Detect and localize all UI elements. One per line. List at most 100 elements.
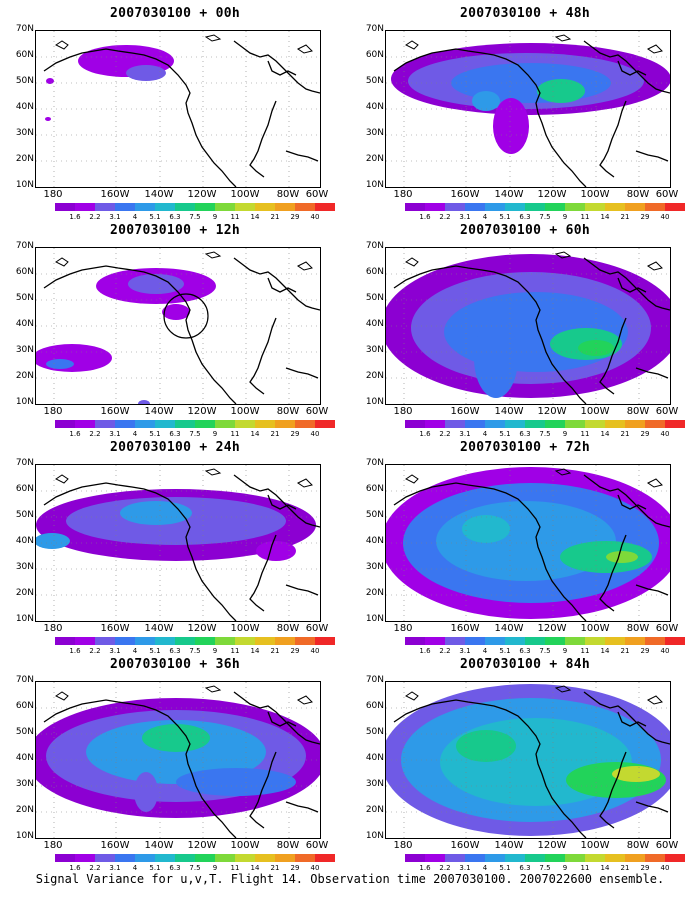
colorbar-swatch [485,637,505,645]
colorbar-swatch [665,203,685,211]
variance-map [386,682,670,838]
latitude-label: 40N [15,536,34,546]
colorbar-label: 7.5 [539,430,551,438]
colorbar-swatch [405,420,425,428]
longitude-label: 100W [230,623,260,634]
longitude-label: 140W [494,189,524,200]
latitude-label: 60N [365,267,384,277]
colorbar-swatch [505,854,525,862]
colorbar-label: 3.1 [109,864,121,872]
colorbar-swatch [545,420,565,428]
longitude-label: 160W [100,840,130,851]
longitude-label: 140W [144,623,174,634]
colorbar-swatch [255,854,275,862]
colorbar-swatch [215,203,235,211]
colorbar-label: 29 [290,647,300,655]
colorbar-label: 1.6 [419,647,431,655]
colorbar-label: 21 [620,864,630,872]
longitude-label: 140W [144,840,174,851]
map-plot-area [35,464,321,622]
colorbar-swatch [505,420,525,428]
colorbar [405,420,685,428]
colorbar-swatch [195,203,215,211]
coastline [393,265,587,404]
colorbar-label: 5.1 [499,647,511,655]
longitude-label: 60W [305,406,329,417]
coastline-islands [55,468,313,488]
coastline-islands [405,251,663,271]
colorbar-label: 29 [290,864,300,872]
colorbar-label: 21 [620,647,630,655]
colorbar-label: 7.5 [189,864,201,872]
latitude-label: 70N [365,24,384,34]
colorbar-swatch [315,854,335,862]
longitude-label: 100W [230,840,260,851]
latitude-label: 70N [365,458,384,468]
latitude-label: 10N [15,397,34,407]
coastline-islands [55,34,313,54]
variance-field [36,268,216,404]
colorbar-swatch [545,854,565,862]
longitude-label: 60W [655,406,679,417]
colorbar-swatch [175,420,195,428]
latitude-label: 70N [15,458,34,468]
colorbar-swatch [75,637,95,645]
latitude-label: 40N [365,102,384,112]
longitude-label: 180 [393,406,413,417]
map-plot-area [35,247,321,405]
colorbar-swatch [55,854,75,862]
longitude-label: 180 [43,623,63,634]
coastline [583,691,670,829]
longitude-label: 120W [537,406,567,417]
map-panel: 2007030100 + 84h 70N 60N 50N 40N 30N 20N 10N 180… [350,651,700,872]
panel-title: 2007030100 + 12h [109,223,241,238]
colorbar-swatch [525,637,545,645]
colorbar-label: 2.2 [89,647,101,655]
colorbar-swatch [235,637,255,645]
colorbar-label: 29 [290,213,300,221]
longitude-label: 180 [393,840,413,851]
map-panel: 2007030100 + 60h 70N 60N 50N 40N 30N 20N 10N 180… [350,217,700,438]
coastline-islands [55,251,313,271]
panel-title: 2007030100 + 60h [459,223,591,238]
colorbar-swatch [585,637,605,645]
colorbar-label: 7.5 [539,647,551,655]
colorbar-swatch [95,203,115,211]
colorbar-label: 6.3 [169,647,181,655]
latitude-label: 20N [15,154,34,164]
longitude-label: 180 [43,189,63,200]
colorbar-swatch [135,203,155,211]
colorbar-label: 5.1 [499,213,511,221]
colorbar-swatch [585,420,605,428]
latitude-label: 70N [365,675,384,685]
variance-map [36,31,320,187]
colorbar-swatch [75,420,95,428]
longitude-label: 100W [580,623,610,634]
colorbar-swatch [275,203,295,211]
latitude-label: 40N [15,102,34,112]
colorbar-label: 9 [212,864,218,872]
colorbar-swatch [465,203,485,211]
coastline-islands [405,468,663,488]
colorbar-swatch [405,854,425,862]
variance-map [36,248,320,404]
longitude-label: 80W [626,840,650,851]
colorbar-label: 2.2 [439,647,451,655]
colorbar-swatch [605,854,625,862]
colorbar-label: 3.1 [459,864,471,872]
longitude-label: 120W [187,406,217,417]
map-plot-area [35,30,321,188]
colorbar-swatch [485,854,505,862]
colorbar-swatch [135,637,155,645]
latitude-label: 20N [365,154,384,164]
longitude-label: 140W [494,840,524,851]
latitude-label: 30N [365,779,384,789]
variance-map [36,682,320,838]
longitude-label: 120W [187,189,217,200]
colorbar-swatch [405,637,425,645]
colorbar-label: 11 [580,864,590,872]
longitude-label: 80W [626,406,650,417]
longitude-label: 180 [43,840,63,851]
map-panel: 2007030100 + 72h 70N 60N 50N 40N 30N 20N 10N 180… [350,434,700,655]
colorbar-label: 29 [290,430,300,438]
